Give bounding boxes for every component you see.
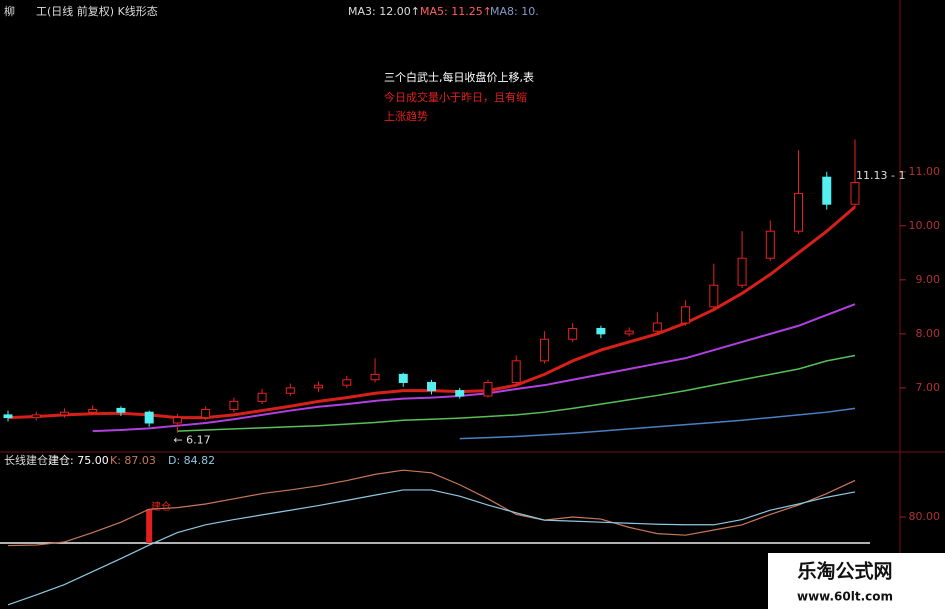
watermark-name: 乐淘公式网 [797,560,892,583]
candle-body [342,379,352,386]
candle-body [257,392,267,402]
series-line [459,407,856,440]
note: 上涨趋势 [384,110,428,123]
y-tick-label: 11.00 [909,165,941,178]
candle-body [511,360,521,383]
chart-title: 工(日线 前复权) K线形态 [36,4,158,18]
candle-body [398,373,408,383]
candle-body [31,414,41,419]
candle-body [144,411,154,424]
candle-body [370,373,380,381]
y-tick-label: 7.00 [916,381,941,394]
candle-body [172,417,182,424]
ma-label: MA8: 10. [490,5,539,18]
note: 三个白武士,每日收盘价上移,表 [384,70,534,84]
signal-label: 建仓 [151,500,171,513]
candle-body [737,257,747,286]
y-tick-label: 80.00 [909,510,941,523]
indicator-name: 长线建仓 [4,453,48,467]
stock-name: 柳 [4,4,15,18]
y-tick-label: 8.00 [916,327,941,340]
candle-body [314,384,324,389]
y-tick-label: 9.00 [916,273,941,286]
candle-body [822,176,832,205]
watermark-url: www.60lt.com [797,590,893,604]
indicator-d: D: 84.82 [168,454,215,467]
candle-body [681,306,691,324]
candle-body [59,411,69,416]
ma-label: MA3: 12.00↑ [348,5,420,18]
candle-body [229,400,239,410]
candle-body [88,408,98,413]
signal-bar [146,509,153,543]
candle-body [116,407,126,413]
series-line [7,489,856,606]
candle-body [596,327,606,335]
candle-body [539,338,549,362]
indicator-level: 建仓: 75.00 [48,453,109,467]
candle-body [201,408,211,419]
candle-body [427,381,436,392]
ma-label: MA5: 11.25↑ [420,5,492,18]
candle-body [765,230,775,259]
annotation: ← 6.17 [173,434,210,447]
series-line [177,354,856,432]
candle-body [624,330,634,335]
candle-body [483,381,493,397]
indicator-k: K: 87.03 [110,454,156,467]
candle-body [285,387,295,394]
candle-body [568,327,578,340]
candle-body [652,322,662,332]
series-line [92,303,856,433]
candle-body [3,414,13,419]
watermark-box [768,553,945,609]
candle-body [850,182,860,205]
annotation: 11.13 - 1 [856,169,905,182]
note: 今日成交量小于昨日，且有缩 [384,90,527,104]
y-tick-label: 10.00 [909,219,941,232]
series-line [7,469,856,547]
candle-body [794,192,804,232]
candle-body [455,390,465,397]
candle-body [709,284,719,308]
